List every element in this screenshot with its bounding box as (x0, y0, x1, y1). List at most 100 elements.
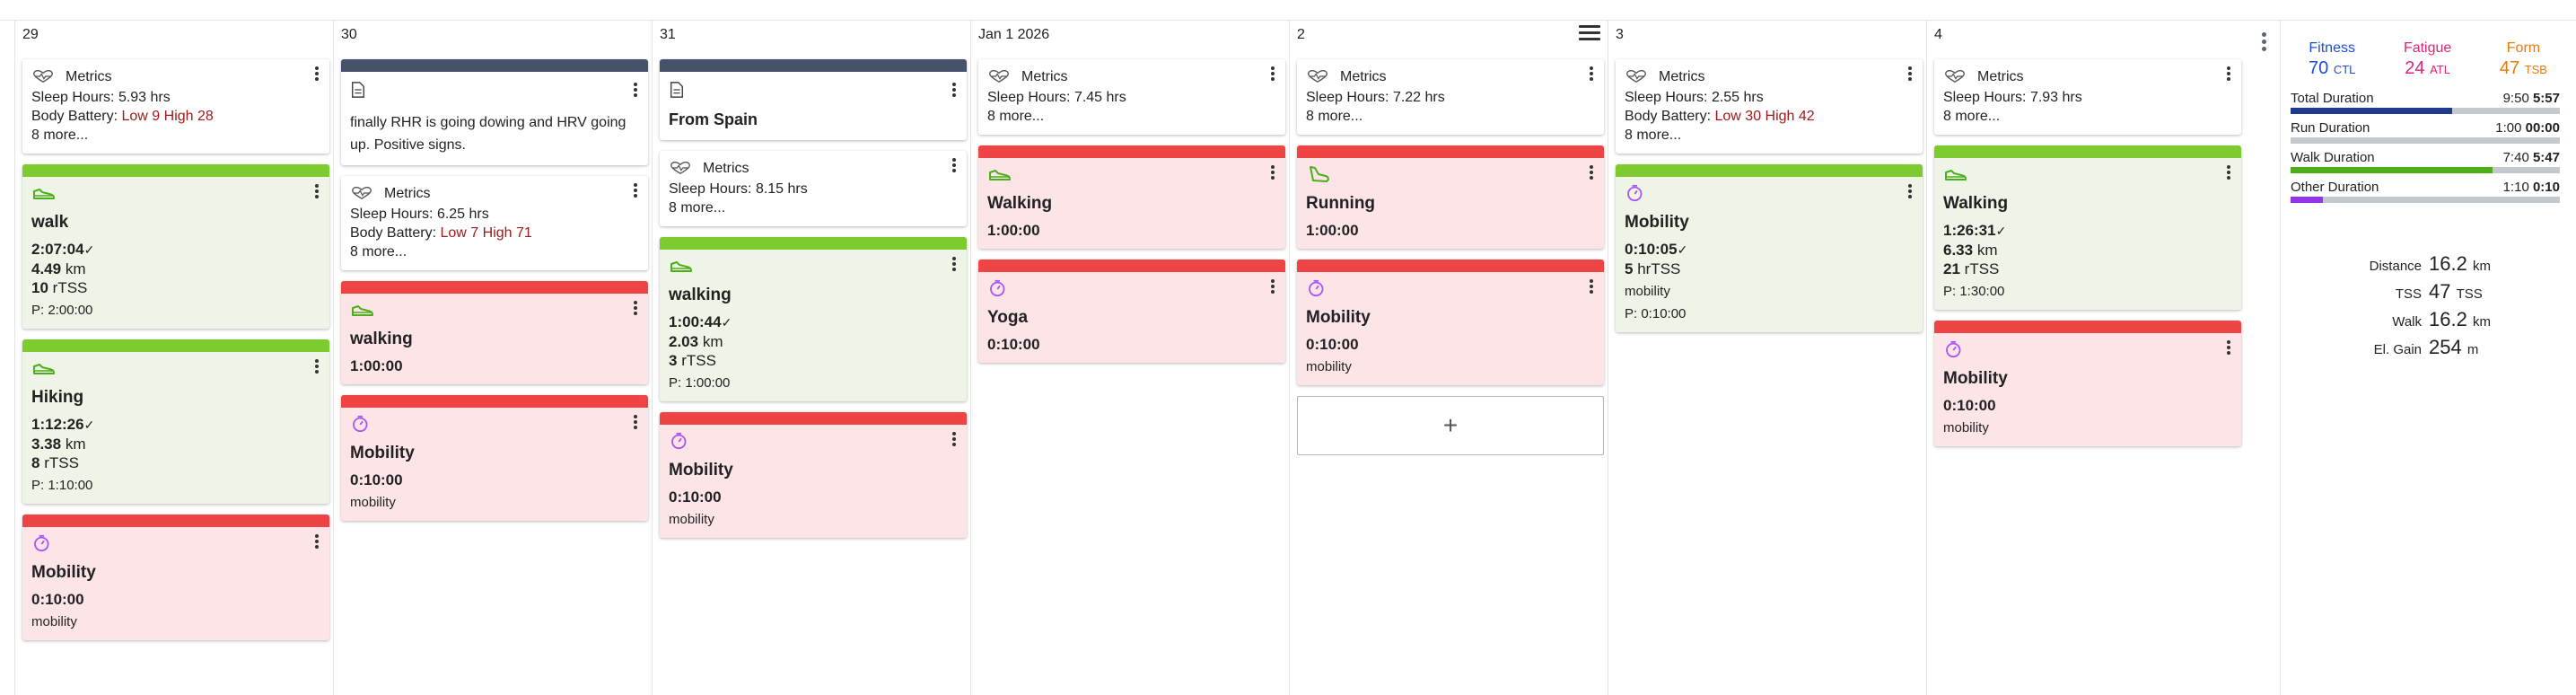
day-cards: finally RHR is going dowing and HRV goin… (341, 59, 648, 532)
card-menu-icon[interactable] (634, 301, 637, 317)
duration-planned: 5:47 (2532, 150, 2560, 165)
more-metrics-link[interactable]: 8 more... (31, 128, 89, 143)
card-menu-icon[interactable] (1590, 279, 1593, 295)
card-menu-icon[interactable] (1908, 184, 1912, 200)
activity-card[interactable]: walking 1:00:00 (341, 281, 648, 384)
card-menu-icon[interactable] (2227, 66, 2230, 83)
duration-progress-bar (2291, 167, 2560, 173)
activity-description: mobility (1306, 359, 1352, 374)
activity-duration: 1:26:31✓ (1943, 221, 2232, 241)
shoe-icon (669, 255, 958, 280)
add-workout-button[interactable]: + (1297, 396, 1604, 455)
card-menu-icon[interactable] (315, 359, 319, 375)
shoe-icon (1943, 163, 2232, 189)
activity-card[interactable]: Running 1:00:00 (1297, 145, 1604, 249)
card-menu-icon[interactable] (1271, 165, 1275, 181)
more-metrics-link[interactable]: 8 more... (1943, 109, 2001, 124)
metrics-card[interactable]: Metrics Sleep Hours: 6.25 hrs Body Battery… (341, 176, 648, 270)
activity-card[interactable]: Yoga 0:10:00 (978, 260, 1285, 363)
card-menu-icon[interactable] (634, 183, 637, 199)
metric-low-high: Low 30 High 42 (1714, 109, 1815, 124)
card-menu-icon[interactable] (2227, 165, 2230, 181)
card-menu-icon[interactable] (1271, 279, 1275, 295)
metric-line: Body Battery: Low 7 High 71 (350, 224, 639, 242)
activity-card[interactable]: Mobility 0:10:00 mobility (341, 395, 648, 521)
duration-progress-bar (2291, 108, 2560, 114)
card-menu-icon[interactable] (315, 66, 319, 83)
metrics-card[interactable]: Metrics Sleep Hours: 7.93 hrs 8 more... (1934, 59, 2241, 135)
activity-card[interactable]: Mobility 0:10:05✓ 5 hrTSS mobility P: 0:10:0… (1616, 164, 1923, 332)
card-menu-icon[interactable] (634, 83, 637, 99)
duration-summary: Total Duration 9:50 5:57 Run Duration 1:00 … (2291, 90, 2560, 203)
card-body: Running 1:00:00 (1297, 158, 1604, 249)
activity-card[interactable]: Mobility 0:10:00 mobility (660, 412, 967, 538)
activity-card[interactable]: walking 1:00:44✓ 2.03 km 3 rTSS P: 1:00:00 (660, 237, 967, 401)
card-menu-icon[interactable] (952, 83, 956, 99)
metrics-card[interactable]: Metrics Sleep Hours: 7.45 hrs 8 more... (978, 59, 1285, 135)
metrics-card[interactable]: Metrics Sleep Hours: 8.15 hrs 8 more... (660, 151, 967, 226)
day-date: 30 (341, 27, 357, 42)
activity-card[interactable]: Hiking 1:12:26✓ 3.38 km 8 rTSS P: 1:10:00 (22, 339, 329, 504)
stopwatch-icon (31, 532, 320, 558)
duration-label: Run Duration (2291, 120, 2370, 136)
card-menu-icon[interactable] (1590, 165, 1593, 181)
card-menu-icon[interactable] (952, 257, 956, 273)
more-metrics-link[interactable]: 8 more... (350, 244, 407, 260)
card-menu-icon[interactable] (634, 415, 637, 431)
stat-unit: m (2466, 342, 2479, 357)
card-color-bar (1616, 164, 1923, 177)
metrics-card[interactable]: Metrics Sleep Hours: 7.22 hrs 8 more... (1297, 59, 1604, 135)
activity-card[interactable]: walk 2:07:04✓ 4.49 km 10 rTSS P: 2:00:00 (22, 164, 329, 329)
card-menu-icon[interactable] (1590, 66, 1593, 83)
stat-value: 16.2 km (2429, 307, 2537, 335)
card-color-bar (22, 515, 329, 527)
activity-card[interactable]: Walking 1:26:31✓ 6.33 km 21 rTSS P: 1:30:00 (1934, 145, 2241, 310)
note-card[interactable]: From Spain (660, 59, 967, 140)
activity-card[interactable]: Mobility 0:10:00 mobility (1297, 260, 1604, 385)
distance-value: 4.49 (31, 260, 62, 277)
card-menu-icon[interactable] (315, 184, 319, 200)
more-metrics-link[interactable]: 8 more... (1625, 128, 1682, 143)
day-cards: Metrics Sleep Hours: 7.22 hrs 8 more... Run… (1297, 59, 1604, 455)
more-metrics-link[interactable]: 8 more... (669, 200, 726, 216)
duration-value: 2:07:04 (31, 241, 84, 258)
stat-row: Distance 16.2 km (2291, 251, 2560, 279)
more-metrics-link[interactable]: 8 more... (1306, 109, 1363, 124)
stat-row: TSS 47 TSS (2291, 279, 2560, 307)
top-divider (0, 20, 2576, 21)
kpi-unit: TSB (2524, 63, 2547, 76)
metrics-card[interactable]: Metrics Sleep Hours: 2.55 hrs Body Battery… (1616, 59, 1923, 154)
card-color-bar (341, 395, 648, 408)
metrics-header: Metrics (1625, 65, 1914, 88)
card-menu-icon[interactable] (952, 432, 956, 448)
more-metrics-link[interactable]: 8 more... (987, 109, 1045, 124)
activity-title: Mobility (31, 563, 96, 582)
activity-card[interactable]: Walking 1:00:00 (978, 145, 1285, 249)
activity-card[interactable]: Mobility 0:10:00 mobility (1934, 321, 2241, 446)
distance-unit: km (65, 435, 86, 453)
metric-text: Sleep Hours: 7.45 hrs (987, 90, 1126, 105)
card-color-bar (22, 339, 329, 352)
load-value: 3 (669, 352, 678, 369)
summary-more-options-icon[interactable] (2262, 32, 2266, 54)
completed-check-icon: ✓ (1677, 242, 1688, 257)
card-body: walking 1:00:44✓ 2.03 km 3 rTSS P: 1:00:00 (660, 250, 967, 401)
card-menu-icon[interactable] (1908, 66, 1912, 83)
card-menu-icon[interactable] (315, 534, 319, 550)
metrics-card[interactable]: Metrics Sleep Hours: 5.93 hrs Body Battery… (22, 59, 329, 154)
completed-check-icon: ✓ (721, 315, 732, 330)
activity-card[interactable]: Mobility 0:10:00 mobility (22, 515, 329, 640)
heart-rate-icon (1945, 70, 1965, 83)
activity-title: walking (669, 286, 732, 304)
card-color-bar (1934, 321, 2241, 333)
day-menu-icon[interactable] (1579, 25, 1600, 41)
note-card[interactable]: finally RHR is going dowing and HRV goin… (341, 59, 648, 165)
card-menu-icon[interactable] (1271, 66, 1275, 83)
metrics-header: Metrics (1306, 65, 1595, 88)
activity-duration: 0:10:05✓ (1625, 240, 1914, 260)
card-menu-icon[interactable] (952, 158, 956, 174)
card-menu-icon[interactable] (2227, 340, 2230, 356)
kpi-number: 70 (2309, 58, 2329, 78)
duration-label: Total Duration (2291, 91, 2374, 106)
kpi-unit: CTL (2333, 63, 2356, 76)
